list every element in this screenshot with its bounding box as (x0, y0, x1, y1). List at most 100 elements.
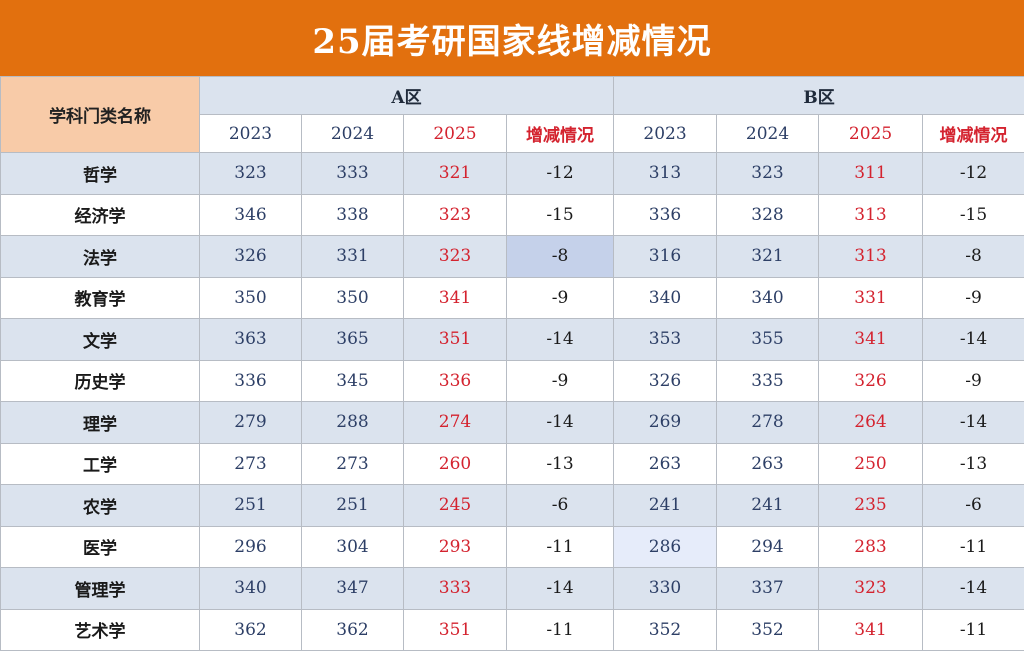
zone-a-change-cell[interactable]: -12 (505, 152, 615, 195)
zone-a-2025-cell[interactable]: 351 (403, 608, 507, 651)
zone-b-2024-cell[interactable]: 340 (716, 276, 820, 319)
zone-b-change-cell[interactable]: -12 (922, 152, 1024, 195)
zone-b-2023-cell[interactable]: 330 (613, 567, 718, 610)
zone-b-2024-cell[interactable]: 355 (716, 318, 820, 361)
zone-a-2023-cell[interactable]: 326 (199, 235, 302, 278)
zone-b-change-cell[interactable]: -13 (922, 442, 1024, 485)
zone-a-2025-cell[interactable]: 323 (403, 193, 507, 236)
zone-a-2024-cell[interactable]: 345 (301, 359, 404, 402)
zone-a-2024-cell[interactable]: 273 (301, 442, 404, 485)
zone-a-2023-cell[interactable]: 336 (199, 359, 302, 402)
zone-a-2025-cell[interactable]: 351 (403, 318, 507, 361)
zone-a-2023-cell[interactable]: 346 (199, 193, 302, 236)
zone-a-change-cell[interactable]: -9 (505, 359, 615, 402)
zone-b-2023-cell[interactable]: 286 (613, 525, 718, 568)
zone-a-2024-cell[interactable]: 333 (301, 152, 404, 195)
zone-b-change-cell[interactable]: -14 (922, 401, 1024, 444)
zone-b-2023-cell[interactable]: 340 (613, 276, 718, 319)
zone-b-2023-cell[interactable]: 313 (613, 152, 718, 195)
zone-a-change-cell[interactable]: -14 (505, 567, 615, 610)
zone-a-2025-cell[interactable]: 341 (403, 276, 507, 319)
zone-a-2024-cell[interactable]: 288 (301, 401, 404, 444)
zone-b-change-cell[interactable]: -9 (922, 276, 1024, 319)
zone-a-2024-cell[interactable]: 304 (301, 525, 404, 568)
zone-a-change-cell[interactable]: -9 (505, 276, 615, 319)
zone-a-2024-cell[interactable]: 338 (301, 193, 404, 236)
zone-a-2024-cell[interactable]: 362 (301, 608, 404, 651)
zone-b-change-cell[interactable]: -14 (922, 318, 1024, 361)
zone-b-change-cell[interactable]: -14 (922, 567, 1024, 610)
zone-a-change-cell[interactable]: -14 (505, 318, 615, 361)
zone-b-2023-cell[interactable]: 326 (613, 359, 718, 402)
zone-b-2024-cell[interactable]: 263 (716, 442, 820, 485)
zone-b-2024-cell[interactable]: 241 (716, 484, 820, 527)
zone-a-2024-cell[interactable]: 347 (301, 567, 404, 610)
zone-a-2025-cell[interactable]: 245 (403, 484, 507, 527)
zone-a-change-cell[interactable]: -11 (505, 525, 615, 568)
zone-b-2023-cell[interactable]: 269 (613, 401, 718, 444)
zone-a-2025-cell[interactable]: 323 (403, 235, 507, 278)
zone-b-2024-cell[interactable]: 328 (716, 193, 820, 236)
zone-a-2023-cell[interactable]: 279 (199, 401, 302, 444)
zone-b-change-cell[interactable]: -9 (922, 359, 1024, 402)
subject-cell: 工学 (0, 442, 200, 485)
zone-a-2025-cell[interactable]: 321 (403, 152, 507, 195)
zone-b-2025-cell[interactable]: 341 (818, 608, 924, 651)
zone-a-change-cell[interactable]: -14 (505, 401, 615, 444)
zone-b-change-cell[interactable]: -6 (922, 484, 1024, 527)
zone-b-2025-cell[interactable]: 313 (818, 193, 924, 236)
zone-b-2025-cell[interactable]: 323 (818, 567, 924, 610)
zone-b-2025-cell[interactable]: 331 (818, 276, 924, 319)
zone-a-change-cell[interactable]: -11 (505, 608, 615, 651)
zone-b-2025-cell[interactable]: 250 (818, 442, 924, 485)
zone-b-2024-cell[interactable]: 294 (716, 525, 820, 568)
zone-a-2023-cell[interactable]: 362 (199, 608, 302, 651)
zone-b-2023-cell[interactable]: 241 (613, 484, 718, 527)
zone-a-change-cell[interactable]: -15 (505, 193, 615, 236)
zone-a-2025-cell[interactable]: 260 (403, 442, 507, 485)
zone-a-2025-cell[interactable]: 336 (403, 359, 507, 402)
zone-b-2024-cell[interactable]: 337 (716, 567, 820, 610)
zone-b-2023-cell[interactable]: 336 (613, 193, 718, 236)
zone-b-2025-cell[interactable]: 264 (818, 401, 924, 444)
zone-a-change-cell[interactable]: -8 (505, 235, 615, 278)
zone-a-change-cell[interactable]: -6 (505, 484, 615, 527)
zone-a-2025-cell[interactable]: 293 (403, 525, 507, 568)
zone-a-2023-cell[interactable]: 323 (199, 152, 302, 195)
table-row: 教育学 350 350 341 -9 340 340 331 -9 (0, 276, 1024, 319)
zone-b-2024-cell[interactable]: 323 (716, 152, 820, 195)
zone-b-2025-cell[interactable]: 341 (818, 318, 924, 361)
table-row: 文学 363 365 351 -14 353 355 341 -14 (0, 318, 1024, 361)
zone-a-2023-cell[interactable]: 273 (199, 442, 302, 485)
zone-b-2024-cell[interactable]: 352 (716, 608, 820, 651)
zone-a-2025-cell[interactable]: 333 (403, 567, 507, 610)
zone-a-2025-cell[interactable]: 274 (403, 401, 507, 444)
zone-b-change-cell[interactable]: -15 (922, 193, 1024, 236)
zone-b-change-cell[interactable]: -11 (922, 525, 1024, 568)
zone-b-2025-cell[interactable]: 313 (818, 235, 924, 278)
zone-a-2024-cell[interactable]: 251 (301, 484, 404, 527)
zone-a-2024-cell[interactable]: 331 (301, 235, 404, 278)
zone-b-2023-cell[interactable]: 316 (613, 235, 718, 278)
zone-b-2023-cell[interactable]: 352 (613, 608, 718, 651)
zone-b-2024-cell[interactable]: 335 (716, 359, 820, 402)
zone-b-2025-cell[interactable]: 311 (818, 152, 924, 195)
zone-b-2023-cell[interactable]: 263 (613, 442, 718, 485)
zone-b-2025-cell[interactable]: 235 (818, 484, 924, 527)
zone-b-2024-cell[interactable]: 278 (716, 401, 820, 444)
zone-b-change-cell[interactable]: -8 (922, 235, 1024, 278)
zone-b-2025-cell[interactable]: 283 (818, 525, 924, 568)
zone-b-2024-cell[interactable]: 321 (716, 235, 820, 278)
zone-a-2023-cell[interactable]: 350 (199, 276, 302, 319)
zone-a-2024-cell[interactable]: 365 (301, 318, 404, 361)
zone-a-change-cell[interactable]: -13 (505, 442, 615, 485)
zone-b-change-cell[interactable]: -11 (922, 608, 1024, 651)
zone-a-2023-cell[interactable]: 251 (199, 484, 302, 527)
zone-b-2023-cell[interactable]: 353 (613, 318, 718, 361)
zone-a-2023-cell[interactable]: 363 (199, 318, 302, 361)
zone-b-2025-cell[interactable]: 326 (818, 359, 924, 402)
zone-a-2024-cell[interactable]: 350 (301, 276, 404, 319)
zone-a-2023-cell[interactable]: 340 (199, 567, 302, 610)
zone-a-2023-cell[interactable]: 296 (199, 525, 302, 568)
